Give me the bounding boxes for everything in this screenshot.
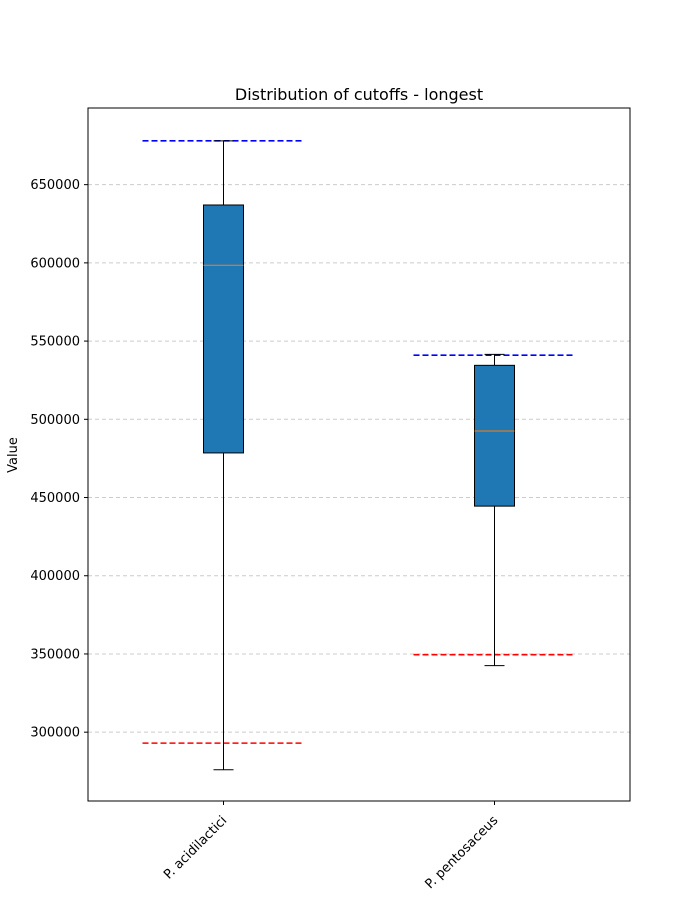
y-tick-label: 450000 [30, 491, 80, 506]
y-tick-label: 650000 [30, 178, 80, 193]
y-axis-label: Value [6, 437, 21, 473]
axes: 300000 350000 400000 450000 500000 550000 6000… [30, 178, 501, 892]
box-iqr [474, 364, 515, 507]
plot-marks [142, 140, 576, 771]
y-tick-label: 600000 [30, 256, 80, 271]
box-iqr [203, 204, 244, 454]
x-category-label: P. acidilactici [161, 813, 230, 882]
y-tick-label: 500000 [30, 413, 80, 428]
y-tick-label: 350000 [30, 647, 80, 662]
y-tick-label: 300000 [30, 726, 80, 741]
x-category-label: P. pentosaceus [422, 813, 501, 892]
y-tick-label: 400000 [30, 569, 80, 584]
y-tick-label: 550000 [30, 335, 80, 350]
grid-lines [88, 184, 630, 733]
plot-frame [87, 107, 631, 802]
chart-title: Distribution of cutoffs - longest [235, 85, 483, 104]
